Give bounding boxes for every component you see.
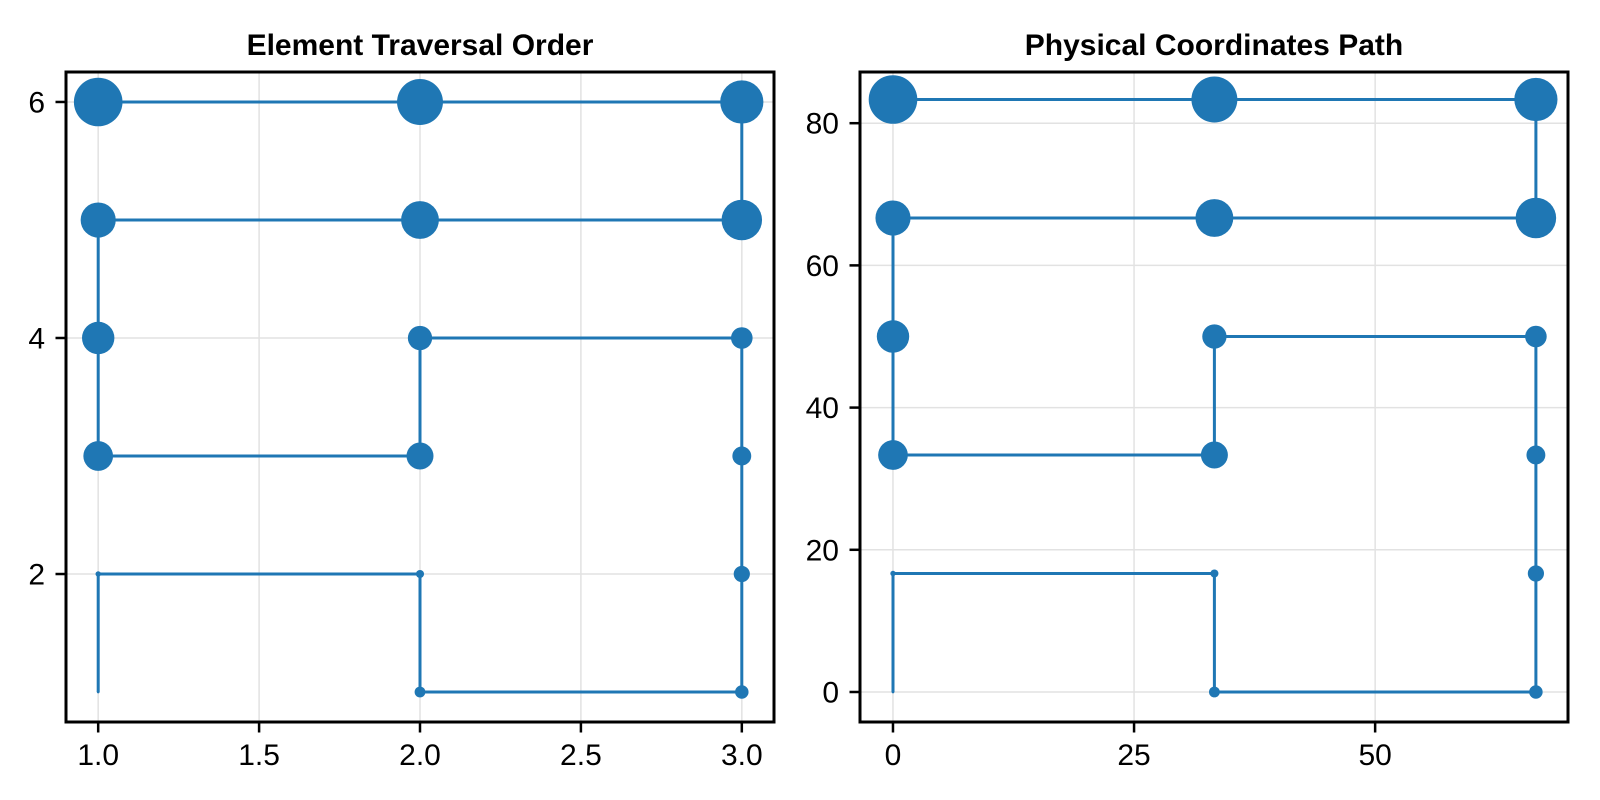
data-point-marker [876,320,910,353]
data-point-marker [73,77,123,127]
x-tick-label: 0 [885,739,902,772]
data-point-marker [1202,324,1227,349]
data-point-marker [1195,199,1234,237]
data-point-marker [1527,565,1544,582]
data-point-marker [397,79,443,125]
data-point-marker [83,441,114,471]
data-point-marker [1514,77,1558,122]
data-point-marker [1209,686,1220,698]
data-point-marker [735,685,749,699]
x-tick-label: 1.5 [238,739,280,772]
data-point-marker [868,75,918,124]
data-point-marker [1526,445,1546,465]
data-point-marker [415,569,425,579]
data-point-marker [1529,685,1543,699]
y-tick-label: 6 [28,86,45,119]
data-point-marker [95,571,101,577]
data-point-marker [1200,441,1228,469]
x-tick-label: 2.5 [560,739,602,772]
left-chart-title: Element Traversal Order [246,29,594,62]
y-tick-label: 2 [28,559,45,592]
y-tick-label: 40 [806,392,839,425]
data-point-marker [414,686,426,698]
data-point-marker [720,80,764,124]
x-tick-label: 3.0 [721,739,763,772]
data-point-marker [731,327,753,349]
y-tick-label: 0 [822,676,839,709]
data-point-marker [878,440,908,470]
x-tick-label: 25 [1117,739,1150,772]
x-tick-label: 2.0 [399,739,441,772]
right-chart-title: Physical Coordinates Path [1024,29,1404,62]
data-point-marker [891,690,895,694]
y-tick-label: 4 [28,322,45,355]
traversal-path-line [891,98,1538,694]
data-point-marker [875,200,911,236]
axes-spine-box [858,70,1570,724]
data-point-marker [401,201,439,239]
x-tick-label: 50 [1358,739,1391,772]
x-tick-label: 1.0 [77,739,119,772]
data-point-marker [96,690,100,694]
data-point-marker [721,199,763,241]
y-tick-label: 20 [806,534,839,567]
data-point-marker [82,321,115,355]
y-tick-label: 60 [806,250,839,283]
data-point-marker [1515,197,1557,239]
data-point-marker [1210,569,1219,578]
y-tick-label: 80 [806,108,839,141]
axes-spine-box [64,70,776,724]
data-point-marker [890,570,896,577]
data-point-marker [407,325,433,351]
data-point-marker [406,442,434,470]
data-point-marker [732,446,752,466]
data-point-marker [80,202,116,238]
data-point-marker [733,565,750,583]
data-point-marker [1525,325,1547,348]
data-point-marker [1191,76,1238,123]
